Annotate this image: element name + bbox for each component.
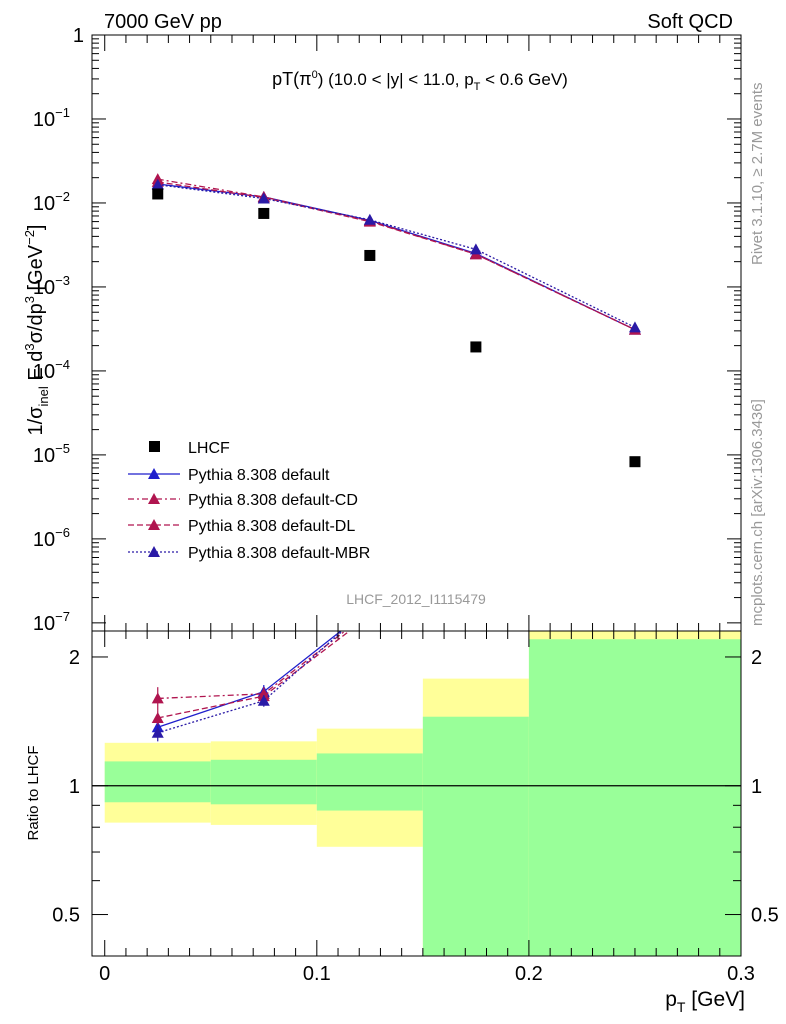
ratio-panel-frame	[91, 630, 742, 957]
main-series-marker	[151, 178, 164, 190]
main-series	[151, 173, 641, 468]
main-y-tick-label: 10−7	[33, 609, 70, 635]
ratio-y-tick-label: 1	[69, 776, 80, 798]
mcplots-label: mcplots.cern.ch [arXiv:1306.3436]	[749, 399, 766, 626]
ratio-y-ticks: 0.5 0.5 1 1 2 2	[52, 647, 779, 957]
ratio-band-green	[528, 639, 741, 956]
ratio-series-marker	[257, 694, 270, 706]
main-series-marker	[363, 213, 376, 225]
legend-label: Pythia 8.308 default-DL	[188, 518, 355, 535]
ratio-series-marker	[151, 712, 164, 724]
ratio-panel: 0.5 0.5 1 1 2 2 0 0.1 0.2 0.3 Ratio to LHCF pT […	[25, 630, 779, 1015]
legend-label: Pythia 8.308 default-CD	[188, 492, 358, 509]
x-axis-label: pT [GeV]	[665, 988, 745, 1015]
main-series-line	[157, 178, 636, 331]
main-y-tick-label: 1	[73, 25, 84, 47]
legend-marker	[149, 441, 160, 452]
ratio-band-green	[316, 753, 423, 811]
main-panel: 1 10−1 10−2 10−3 10−4 10−5 10−6 10−7 pT(π0) (10…	[22, 25, 742, 635]
main-y-tick-label: 10−6	[33, 525, 70, 551]
lhcf-data-point	[629, 456, 641, 468]
x-tick-label: 0	[99, 963, 110, 985]
legend-marker	[148, 546, 160, 557]
lhcf-data-point	[364, 249, 376, 261]
header: 7000 GeV pp Soft QCD	[104, 11, 733, 33]
main-y-tick-label: 10−1	[33, 105, 70, 131]
main-x-ticks	[104, 35, 742, 631]
ratio-series-marker	[151, 692, 164, 704]
ratio-bands	[104, 631, 741, 956]
header-left: 7000 GeV pp	[104, 11, 222, 33]
x-tick-label: 0.1	[303, 963, 331, 985]
ratio-y-axis-label: Ratio to LHCF	[25, 745, 42, 840]
ratio-series-marker	[151, 726, 164, 738]
main-y-tick-label: 10−2	[33, 189, 70, 215]
ratio-y-tick-label-right: 2	[751, 647, 762, 669]
rivet-label: Rivet 3.1.10, ≥ 2.7M events	[749, 83, 766, 266]
y-axis-label: 1/σinel E d3σ/dp3 [GeV−2]	[22, 224, 51, 435]
main-panel-frame	[91, 34, 742, 632]
header-right: Soft QCD	[647, 11, 733, 33]
main-y-ticks: 1 10−1 10−2 10−3 10−4 10−5 10−6 10−7	[33, 25, 741, 635]
ratio-y-tick-label-right: 1	[751, 776, 762, 798]
ratio-x-ticks: 0 0.1 0.2 0.3	[99, 631, 755, 985]
main-series-marker	[257, 192, 270, 204]
main-series-line	[157, 183, 636, 331]
ratio-band-green	[422, 716, 529, 956]
x-tick-label: 0.3	[727, 963, 755, 985]
lhcf-data-point	[152, 188, 164, 200]
x-tick-label: 0.2	[515, 963, 543, 985]
main-y-tick-label: 10−4	[33, 357, 70, 383]
legend-marker	[148, 519, 160, 530]
legend-marker	[148, 493, 160, 504]
ratio-y-tick-label: 0.5	[52, 905, 80, 927]
ratio-band-green	[210, 759, 317, 805]
main-series-marker	[628, 321, 641, 333]
legend-label: Pythia 8.308 default	[188, 467, 330, 484]
main-series-line	[157, 184, 636, 328]
ratio-y-tick-label-right: 0.5	[751, 905, 779, 927]
lhcf-data-point	[470, 341, 482, 353]
ratio-series-line	[157, 631, 344, 734]
legend: LHCF Pythia 8.308 default Pythia 8.308 def…	[128, 440, 370, 562]
main-series-marker	[469, 243, 482, 255]
main-y-tick-label: 10−5	[33, 441, 70, 467]
lhcf-data-point	[258, 207, 270, 219]
legend-label: LHCF	[188, 440, 230, 457]
main-y-tick-label: 10−3	[33, 273, 70, 299]
ratio-y-tick-label: 2	[69, 647, 80, 669]
legend-label: Pythia 8.308 default-MBR	[188, 545, 370, 562]
plot-title: pT(π0) (10.0 < |y| < 11.0, pT < 0.6 GeV)	[272, 69, 568, 93]
legend-marker	[148, 468, 160, 479]
watermark: LHCF_2012_I1115479	[346, 591, 486, 607]
ratio-series	[151, 631, 351, 742]
main-series-line	[157, 181, 636, 331]
ratio-band-green	[104, 761, 211, 803]
